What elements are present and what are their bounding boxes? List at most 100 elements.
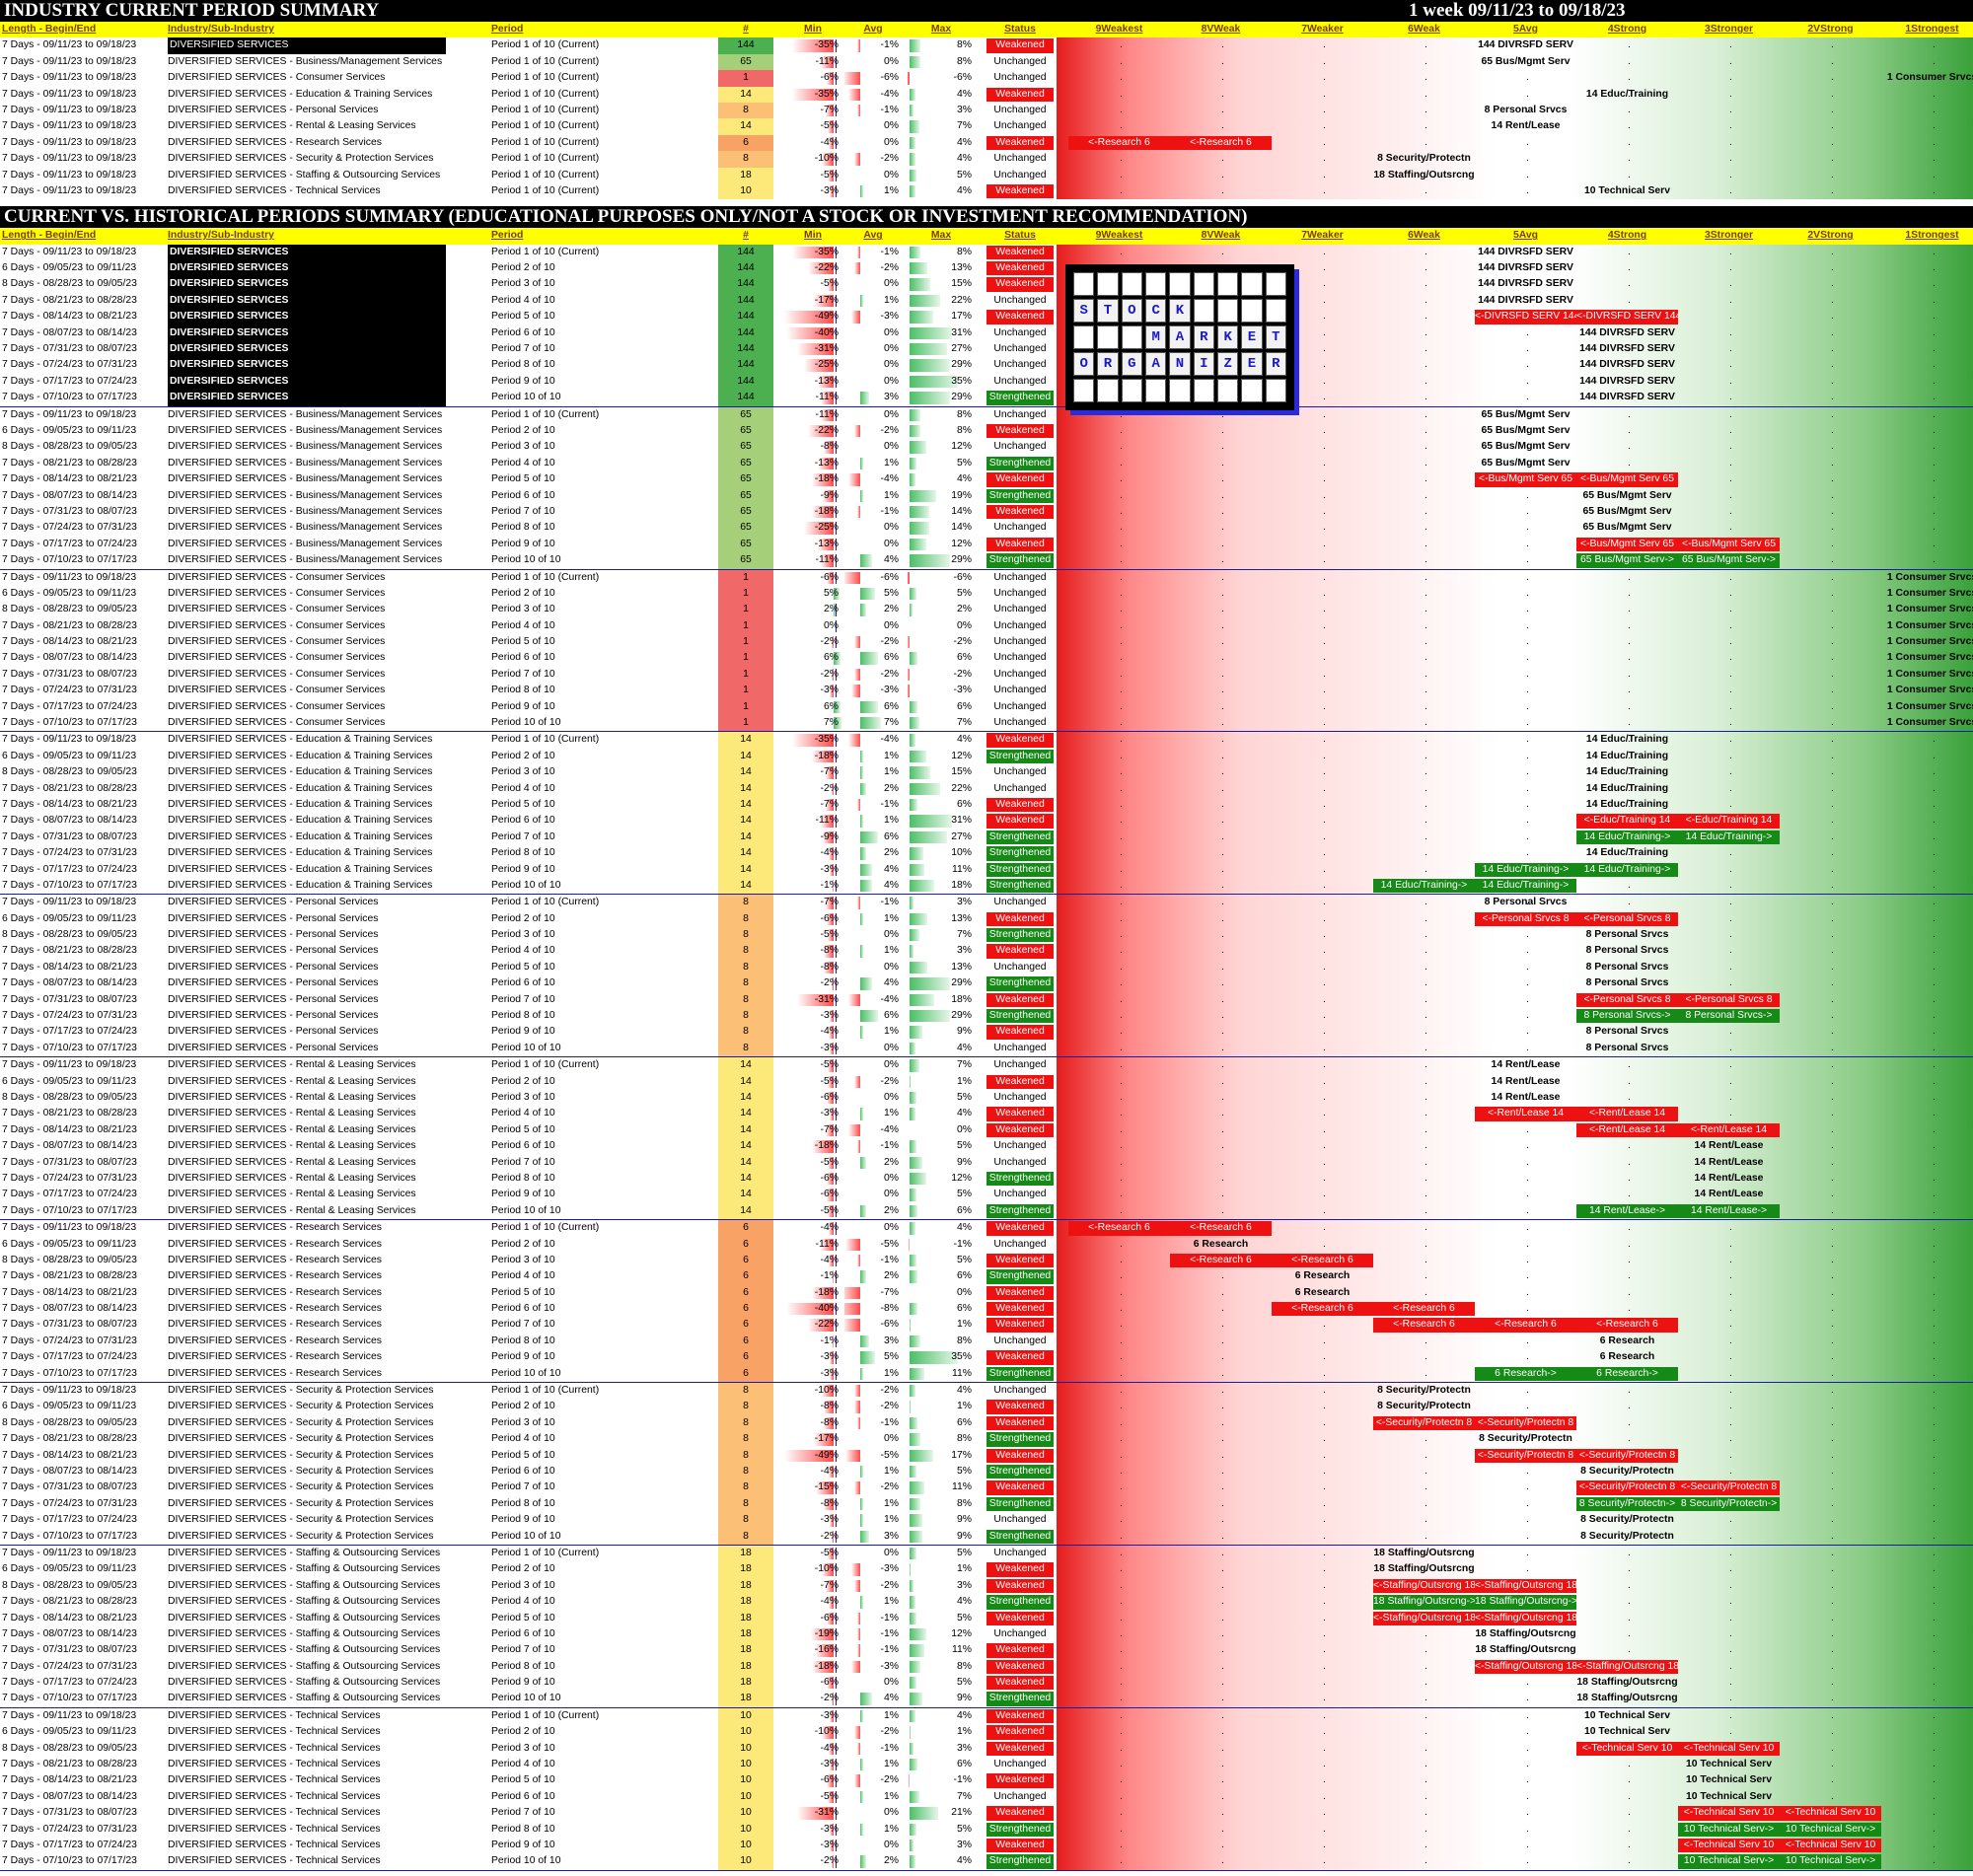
zone-dot: . — [1323, 1335, 1326, 1346]
history-row: ......... 18 Staffing/Outsrcng 7 Days - 07… — [0, 1675, 1973, 1692]
zone-dot: . — [1221, 1774, 1224, 1786]
value-text: 4% — [883, 879, 899, 891]
period-label: Period 3 of 10 — [491, 1742, 555, 1754]
axis-line — [836, 668, 837, 682]
value-text: 2% — [883, 847, 899, 859]
zone-dot: . — [1323, 879, 1326, 891]
period-label: Period 10 of 10 — [491, 1693, 561, 1704]
zone-dot: . — [1425, 457, 1427, 469]
strength-position-tag: <-Research 6 — [1170, 135, 1272, 151]
value-text: 1% — [883, 1367, 899, 1379]
stock-count: 14 — [718, 1121, 773, 1139]
status-badge: Strengthened — [986, 1692, 1054, 1706]
zone-dot: . — [1526, 1644, 1529, 1656]
axis-line — [836, 1596, 837, 1609]
max-change: 9% — [908, 1024, 975, 1040]
strength-position-tag: 14 Educ/Training — [1585, 750, 1669, 761]
zone-dot: . — [1831, 1238, 1834, 1250]
industry-name: DIVERSIFIED SERVICES - Education & Train… — [168, 750, 433, 761]
axis-line — [836, 246, 837, 259]
period-length: 7 Days - 09/11/23 to 09/18/23 — [2, 169, 137, 180]
value-bar — [910, 945, 914, 958]
strength-position-tag: 18 Staffing/Outsrcng — [1475, 1644, 1576, 1656]
avg-change: 2% — [844, 1268, 902, 1284]
max-change: 35% — [908, 1349, 975, 1365]
status-badge: Unchanged — [993, 104, 1047, 115]
strength-position-tag: 10 Technical Serv — [1685, 1790, 1773, 1802]
zone-dot: . — [1323, 929, 1326, 941]
avg-change: 1% — [844, 488, 902, 504]
logo-tile-blank — [1241, 379, 1263, 402]
value-bar — [854, 1385, 860, 1398]
zone-dot: . — [1933, 652, 1936, 664]
zone-dot: . — [1526, 977, 1529, 989]
axis-line — [836, 1108, 837, 1120]
zone-dot: . — [1526, 1709, 1529, 1721]
min-change: 5% — [784, 586, 841, 602]
value-bar — [825, 798, 834, 812]
zone-dot: . — [1323, 1465, 1326, 1477]
zone-dot: . — [1221, 1514, 1224, 1526]
value-bar — [910, 1156, 922, 1169]
value-text: 4% — [883, 977, 899, 989]
value-text: 8% — [956, 39, 972, 51]
zone-dot: . — [1323, 1092, 1326, 1103]
history-row: .........1 Consumer Srvcs 7 Days - 07/24/… — [0, 683, 1973, 699]
value-bar — [829, 1465, 834, 1479]
zone-dot: . — [1221, 1644, 1224, 1656]
status-badge: Strengthened — [986, 928, 1054, 943]
zone-dot: . — [1933, 993, 1936, 1005]
strength-position-tag: 144 DIVRSFD SERV — [1478, 278, 1573, 290]
period-label: Period 1 of 10 (Current) — [491, 184, 600, 196]
zone-dot: . — [1933, 1612, 1936, 1623]
zone-dot: . — [1831, 554, 1834, 566]
summary-row: ......... 14 Rent/Lease 7 Days - 09/11/23 … — [0, 118, 1973, 135]
value-text: -3% — [880, 311, 899, 323]
min-change: -5% — [784, 1546, 841, 1561]
stock-count: 1 — [718, 585, 773, 603]
value-text: 9% — [956, 1026, 972, 1038]
zone-dot: . — [1526, 1351, 1529, 1363]
zone-dot: . — [1933, 1855, 1936, 1867]
zone-dot: . — [1323, 489, 1326, 501]
stock-count: 6 — [718, 1268, 773, 1285]
industry-group: .........<-Research 6<-Research 67 Days … — [0, 1220, 1973, 1384]
max-change: 8% — [908, 1496, 975, 1512]
zone-dot: . — [1729, 912, 1732, 924]
history-row: .........<-Staffing/Outsrcng 18<-Staffin… — [0, 1658, 1973, 1676]
zone-dot: . — [1831, 977, 1834, 989]
strength-position-tag: <-Research 6 — [1170, 1221, 1272, 1236]
axis-line — [836, 392, 837, 404]
zone-dot: . — [1120, 717, 1123, 729]
strength-position-tag: 10 Technical Serv — [1583, 184, 1671, 196]
period-length: 7 Days - 07/24/23 to 07/31/23 — [2, 847, 137, 859]
value-text: 0% — [883, 359, 899, 371]
value-bar — [807, 424, 834, 438]
period-label: Period 10 of 10 — [491, 1855, 561, 1867]
history-row: .........8 Security/Protectn 7 Days - 09/… — [0, 1383, 1973, 1400]
zone-dot: . — [1933, 1238, 1936, 1250]
zone-dot: . — [1526, 1497, 1529, 1509]
stock-count: 8 — [718, 1040, 773, 1057]
strength-zone-background — [1057, 650, 1973, 667]
axis-line — [836, 1385, 837, 1398]
value-bar — [828, 1156, 834, 1169]
zone-dot: . — [1729, 1401, 1732, 1412]
industry-group: ......... 10 Technical Serv 7 Days - 09/11… — [0, 1707, 1973, 1871]
zone-dot: . — [1628, 1677, 1631, 1689]
strength-zone-background — [1057, 975, 1973, 992]
column-header: Status — [986, 228, 1054, 244]
max-change: 5% — [908, 168, 975, 183]
zone-dot: . — [1729, 685, 1732, 696]
zone-dot: . — [1221, 457, 1224, 469]
axis-line — [836, 1222, 837, 1235]
zone-dot: . — [1120, 1547, 1123, 1558]
axis-line — [836, 311, 837, 324]
period-length: 7 Days - 09/11/23 to 09/18/23 — [2, 571, 137, 583]
zone-dot: . — [1628, 136, 1631, 148]
value-text: -5% — [820, 1059, 839, 1071]
industry-name: DIVERSIFIED SERVICES - Rental & Leasing … — [168, 1204, 416, 1216]
avg-change: -4% — [844, 992, 902, 1008]
zone-dot: . — [1831, 766, 1834, 778]
value-text: -3% — [820, 1367, 839, 1379]
